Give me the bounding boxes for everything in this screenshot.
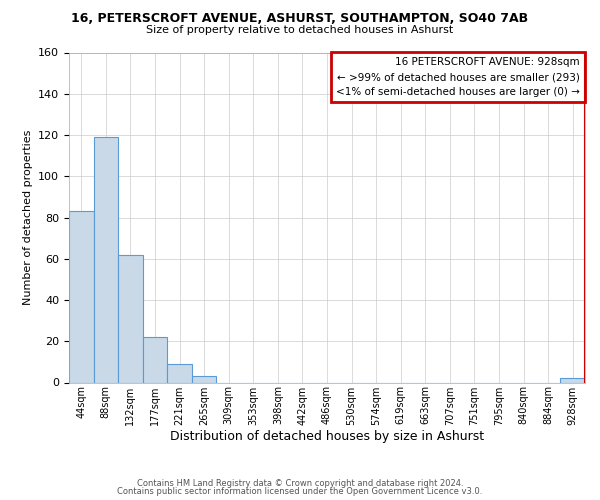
Bar — [167, 364, 192, 382]
Bar — [143, 337, 167, 382]
Bar — [118, 254, 143, 382]
Bar — [69, 212, 94, 382]
Text: 16 PETERSCROFT AVENUE: 928sqm
← >99% of detached houses are smaller (293)
<1% of: 16 PETERSCROFT AVENUE: 928sqm ← >99% of … — [336, 58, 580, 97]
Bar — [192, 376, 217, 382]
Text: Contains HM Land Registry data © Crown copyright and database right 2024.: Contains HM Land Registry data © Crown c… — [137, 478, 463, 488]
X-axis label: Distribution of detached houses by size in Ashurst: Distribution of detached houses by size … — [170, 430, 484, 443]
Text: Size of property relative to detached houses in Ashurst: Size of property relative to detached ho… — [146, 25, 454, 35]
Text: 16, PETERSCROFT AVENUE, ASHURST, SOUTHAMPTON, SO40 7AB: 16, PETERSCROFT AVENUE, ASHURST, SOUTHAM… — [71, 12, 529, 26]
Y-axis label: Number of detached properties: Number of detached properties — [23, 130, 32, 305]
Bar — [94, 137, 118, 382]
Bar — [560, 378, 585, 382]
Text: Contains public sector information licensed under the Open Government Licence v3: Contains public sector information licen… — [118, 487, 482, 496]
